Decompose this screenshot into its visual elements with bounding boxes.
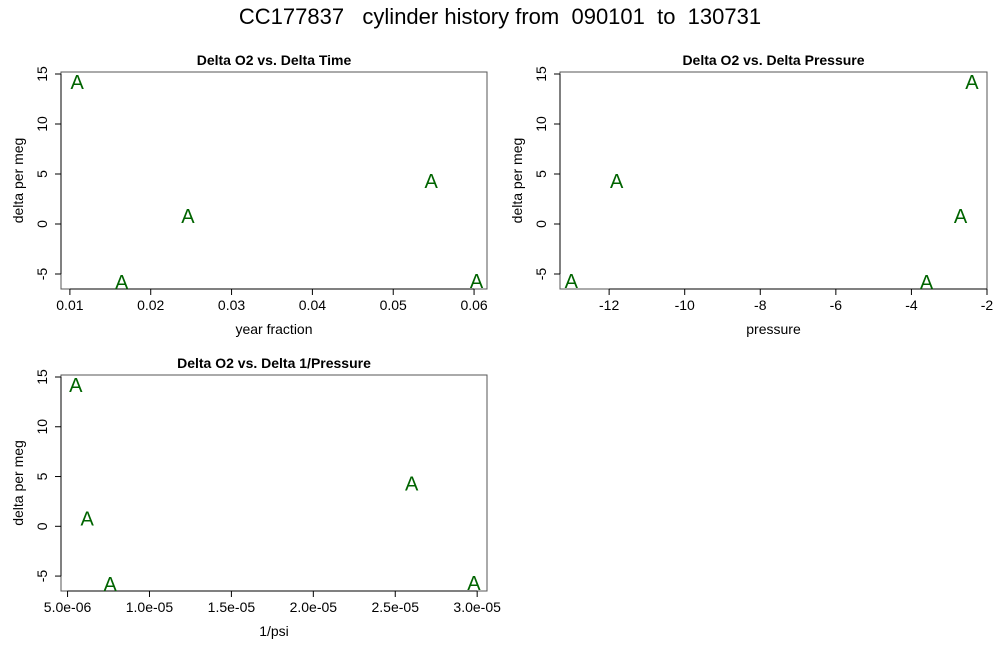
data-point: A bbox=[181, 206, 195, 228]
x-tick-label: -12 bbox=[599, 297, 619, 313]
data-point: A bbox=[565, 271, 579, 293]
x-tick-label: 2.0e-05 bbox=[290, 599, 338, 615]
x-tick-label: 1.0e-05 bbox=[126, 599, 174, 615]
data-point: A bbox=[70, 72, 84, 94]
panel-title: Delta O2 vs. Delta Pressure bbox=[682, 52, 864, 68]
data-point: A bbox=[467, 573, 481, 595]
panel-title: Delta O2 vs. Delta 1/Pressure bbox=[177, 355, 371, 371]
y-tick-label: 10 bbox=[34, 419, 50, 435]
x-tick-label: 1.5e-05 bbox=[208, 599, 256, 615]
y-axis-label: delta per meg bbox=[10, 138, 26, 224]
plot-frame bbox=[559, 71, 988, 290]
y-tick-label: 5 bbox=[533, 170, 549, 178]
x-axis-label: 1/psi bbox=[259, 623, 289, 639]
plot-frame bbox=[60, 374, 488, 592]
data-point: A bbox=[920, 272, 934, 294]
x-tick-label: 0.04 bbox=[299, 297, 326, 313]
data-point: A bbox=[610, 171, 624, 193]
y-tick-label: 15 bbox=[34, 369, 50, 385]
figure-title: CC177837 cylinder history from 090101 to… bbox=[238, 4, 762, 29]
y-tick-label: 5 bbox=[34, 472, 50, 480]
data-point: A bbox=[69, 375, 83, 397]
y-tick-label: 10 bbox=[533, 116, 549, 132]
panel-title: Delta O2 vs. Delta Time bbox=[197, 52, 352, 68]
x-tick-label: 3.0e-05 bbox=[453, 599, 501, 615]
data-point: A bbox=[103, 574, 117, 596]
x-tick-label: -10 bbox=[675, 297, 695, 313]
panel-delta-pressure: Delta O2 vs. Delta Pressure -12 -10 -8 -6 -4 -… bbox=[509, 52, 993, 337]
data-point: A bbox=[965, 72, 979, 94]
x-axis-label: pressure bbox=[746, 321, 801, 337]
data-point: A bbox=[470, 271, 484, 293]
y-axis-label: delta per meg bbox=[509, 138, 525, 224]
y-tick-label: 0 bbox=[34, 522, 50, 530]
x-tick-label: -4 bbox=[905, 297, 918, 313]
y-tick-label: -5 bbox=[34, 570, 50, 583]
data-point: A bbox=[425, 171, 439, 193]
data-point: A bbox=[405, 473, 419, 495]
x-tick-label: 5.0e-06 bbox=[44, 599, 92, 615]
y-tick-label: -5 bbox=[34, 268, 50, 281]
data-point: A bbox=[115, 272, 129, 294]
y-tick-label: 10 bbox=[34, 116, 50, 132]
x-tick-label: 2.5e-05 bbox=[372, 599, 420, 615]
y-tick-label: 0 bbox=[533, 220, 549, 228]
x-tick-label: -2 bbox=[981, 297, 994, 313]
x-tick-label: 0.06 bbox=[460, 297, 487, 313]
plot-frame bbox=[60, 71, 488, 290]
x-tick-label: 0.02 bbox=[137, 297, 164, 313]
y-tick-label: 0 bbox=[34, 220, 50, 228]
x-tick-label: 0.05 bbox=[380, 297, 407, 313]
data-point: A bbox=[81, 508, 95, 530]
x-tick-label: -6 bbox=[830, 297, 843, 313]
panel-delta-inv-pressure: Delta O2 vs. Delta 1/Pressure 5.0e-06 1.0e… bbox=[10, 355, 501, 639]
data-point: A bbox=[954, 206, 968, 228]
x-tick-label: -8 bbox=[754, 297, 767, 313]
y-tick-label: 15 bbox=[533, 66, 549, 82]
x-tick-label: 0.03 bbox=[218, 297, 245, 313]
y-axis-label: delta per meg bbox=[10, 440, 26, 526]
y-tick-label: -5 bbox=[533, 268, 549, 281]
x-axis-label: year fraction bbox=[235, 321, 312, 337]
y-tick-label: 15 bbox=[34, 66, 50, 82]
y-tick-label: 5 bbox=[34, 170, 50, 178]
panel-delta-time: Delta O2 vs. Delta Time 0.01 0.02 0.03 0.04 0… bbox=[10, 52, 488, 337]
x-tick-label: 0.01 bbox=[56, 297, 83, 313]
